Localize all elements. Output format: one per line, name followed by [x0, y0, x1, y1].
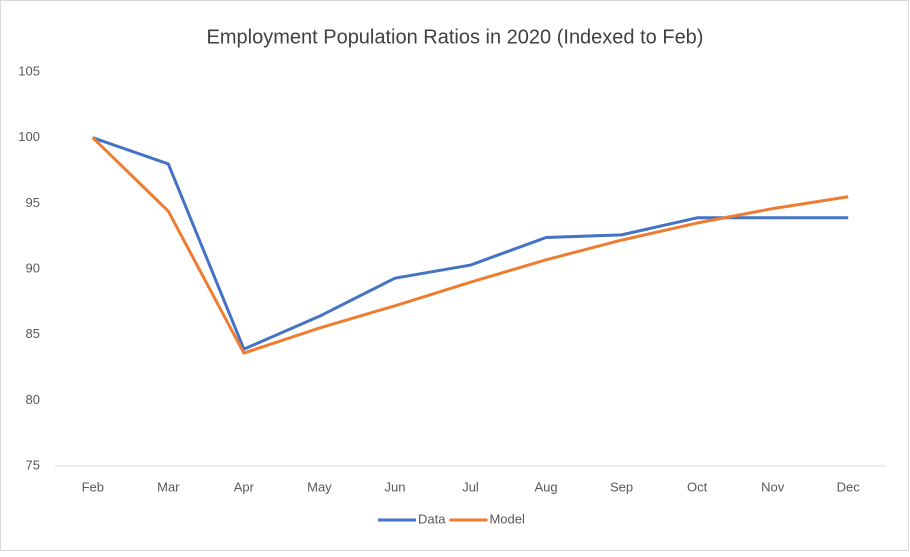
x-tick-label: Nov — [761, 479, 785, 494]
x-tick-label: May — [307, 479, 332, 494]
y-tick-label: 75 — [26, 457, 40, 472]
x-tick-label: Mar — [157, 479, 180, 494]
x-tick-label: Oct — [687, 479, 708, 494]
x-tick-label: Sep — [610, 479, 633, 494]
y-tick-label: 90 — [26, 260, 40, 275]
x-tick-label: Apr — [234, 479, 255, 494]
legend-label: Data — [418, 511, 446, 526]
legend-label: Model — [489, 511, 525, 526]
y-tick-label: 80 — [26, 392, 40, 407]
y-tick-label: 100 — [18, 129, 40, 144]
x-tick-label: Jul — [462, 479, 479, 494]
y-tick-label: 95 — [26, 195, 40, 210]
chart-title: Employment Population Ratios in 2020 (In… — [207, 26, 704, 48]
x-tick-label: Dec — [837, 479, 861, 494]
x-tick-label: Jun — [384, 479, 405, 494]
x-tick-label: Aug — [534, 479, 557, 494]
data-line — [91, 136, 849, 355]
y-tick-label: 85 — [26, 326, 40, 341]
x-tick-label: Feb — [82, 479, 104, 494]
y-tick-label: 105 — [18, 63, 40, 78]
